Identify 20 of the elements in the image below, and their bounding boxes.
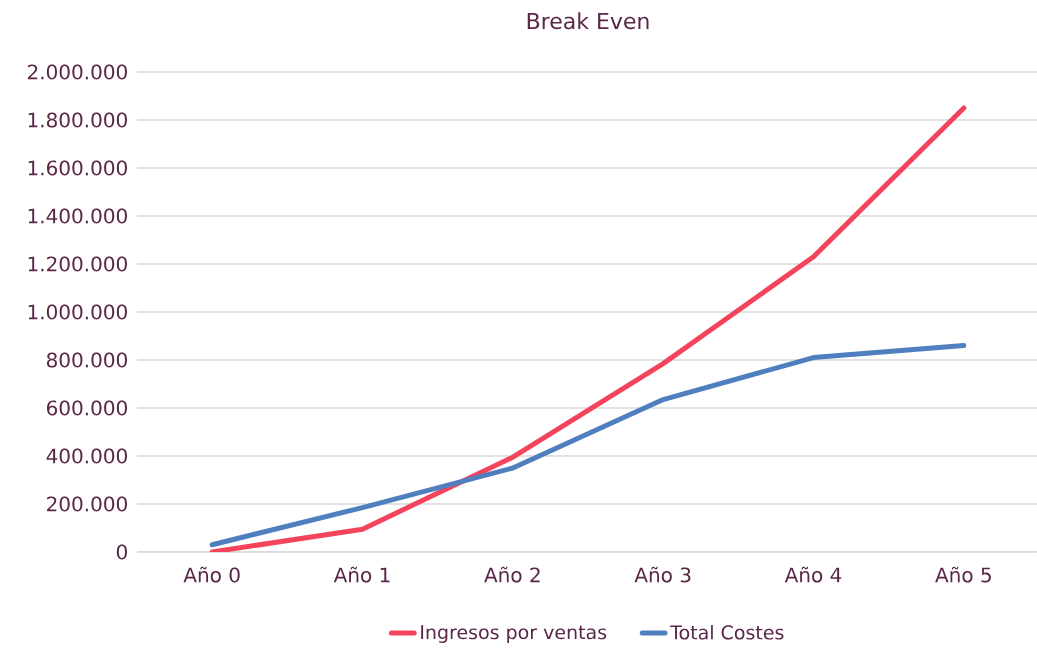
- x-tick-label: Año 1: [333, 566, 390, 583]
- y-tick-label: 1.000.000: [28, 304, 127, 320]
- y-tick-label: 1.600.000: [28, 160, 127, 176]
- x-tick-label: Año 3: [634, 566, 691, 583]
- x-tick-label: Año 5: [935, 566, 991, 583]
- y-tick-label: 1.200.000: [28, 256, 127, 272]
- x-tick-label: Año 0: [183, 566, 240, 583]
- y-tick-label: 800.000: [46, 352, 127, 368]
- x-tick-label: Año 4: [784, 566, 842, 583]
- y-tick-label: 600.000: [46, 400, 127, 416]
- legend-label: Ingresos por ventas: [421, 625, 607, 643]
- chart-title: Break Even: [527, 12, 649, 30]
- y-tick-label: 1.800.000: [28, 112, 127, 128]
- x-tick-label: Año 2: [484, 566, 540, 583]
- y-tick-label: 0: [116, 544, 127, 560]
- y-tick-label: 400.000: [46, 448, 127, 464]
- legend-label: Total Costes: [670, 624, 784, 640]
- y-tick-label: 2.000.000: [27, 64, 127, 80]
- y-tick-label: 200.000: [47, 496, 127, 512]
- y-tick-label: 1.400.000: [28, 208, 127, 224]
